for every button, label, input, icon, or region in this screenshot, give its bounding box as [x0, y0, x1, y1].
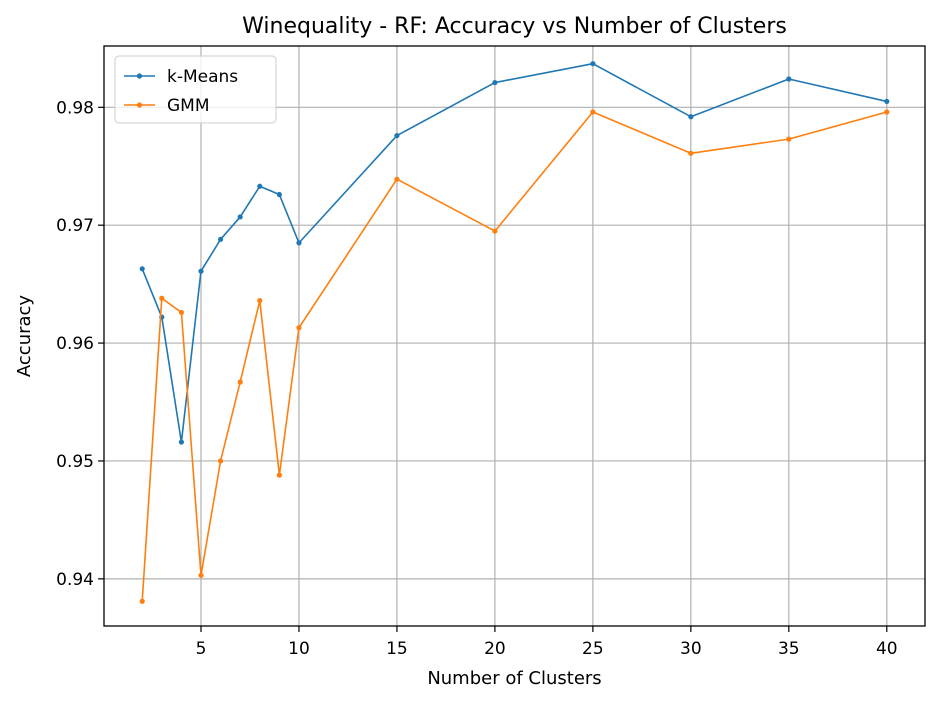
plot-frame — [103, 45, 926, 627]
data-point — [178, 439, 184, 445]
legend-label: k-Means — [167, 67, 238, 87]
x-tick-label: 40 — [876, 639, 898, 659]
data-point — [492, 228, 498, 234]
grid — [104, 46, 925, 626]
y-axis-label: Accuracy — [14, 295, 35, 378]
data-point — [688, 150, 694, 156]
data-point — [688, 114, 694, 120]
data-point — [590, 109, 596, 115]
data-point — [786, 76, 792, 82]
y-tick-label: 0.95 — [56, 452, 94, 472]
x-tick-label: 30 — [680, 639, 702, 659]
data-point — [217, 458, 224, 464]
data-point — [394, 176, 400, 182]
x-tick-label: 25 — [582, 639, 604, 659]
data-point — [296, 240, 302, 246]
data-point — [296, 325, 302, 331]
data-point — [237, 214, 243, 220]
data-point — [492, 79, 498, 86]
x-tick-label: 5 — [196, 639, 207, 659]
x-tick-label: 15 — [386, 639, 408, 659]
data-point — [237, 379, 243, 385]
y-tick-label: 0.94 — [56, 570, 94, 590]
data-point — [139, 266, 145, 272]
series-layer — [139, 61, 890, 604]
x-tick-label: 20 — [484, 639, 506, 659]
legend-marker — [136, 73, 143, 79]
x-axis-label: Number of Clusters — [427, 668, 601, 689]
y-tick-label: 0.96 — [56, 334, 94, 354]
x-tick-label: 10 — [288, 639, 310, 659]
data-point — [884, 109, 890, 115]
series-k-means — [139, 61, 890, 445]
ticks: 5 10 15 20 25 30 35 40 0.94 0.95 0.96 0.97 0.98 — [56, 98, 897, 659]
data-point — [139, 598, 145, 604]
series-gmm — [139, 109, 890, 604]
legend-box — [114, 55, 277, 124]
legend-label: GMM — [167, 96, 210, 116]
data-point — [276, 472, 282, 478]
legend-marker — [136, 102, 143, 108]
data-point — [394, 132, 400, 139]
data-point — [198, 572, 204, 578]
data-point — [786, 136, 792, 142]
x-tick-label: 35 — [778, 639, 800, 659]
data-point — [590, 61, 596, 67]
data-point — [178, 309, 184, 316]
data-point — [198, 268, 204, 274]
data-point — [257, 298, 263, 304]
y-tick-label: 0.98 — [56, 98, 94, 118]
y-tick-label: 0.97 — [56, 216, 94, 236]
data-point — [217, 236, 224, 242]
legend: k-Means GMM — [114, 55, 277, 124]
data-point — [276, 191, 282, 198]
data-point — [257, 183, 263, 189]
data-point — [159, 295, 165, 301]
data-point — [884, 98, 890, 105]
chart-title: Winequality - RF: Accuracy vs Number of … — [242, 14, 787, 39]
